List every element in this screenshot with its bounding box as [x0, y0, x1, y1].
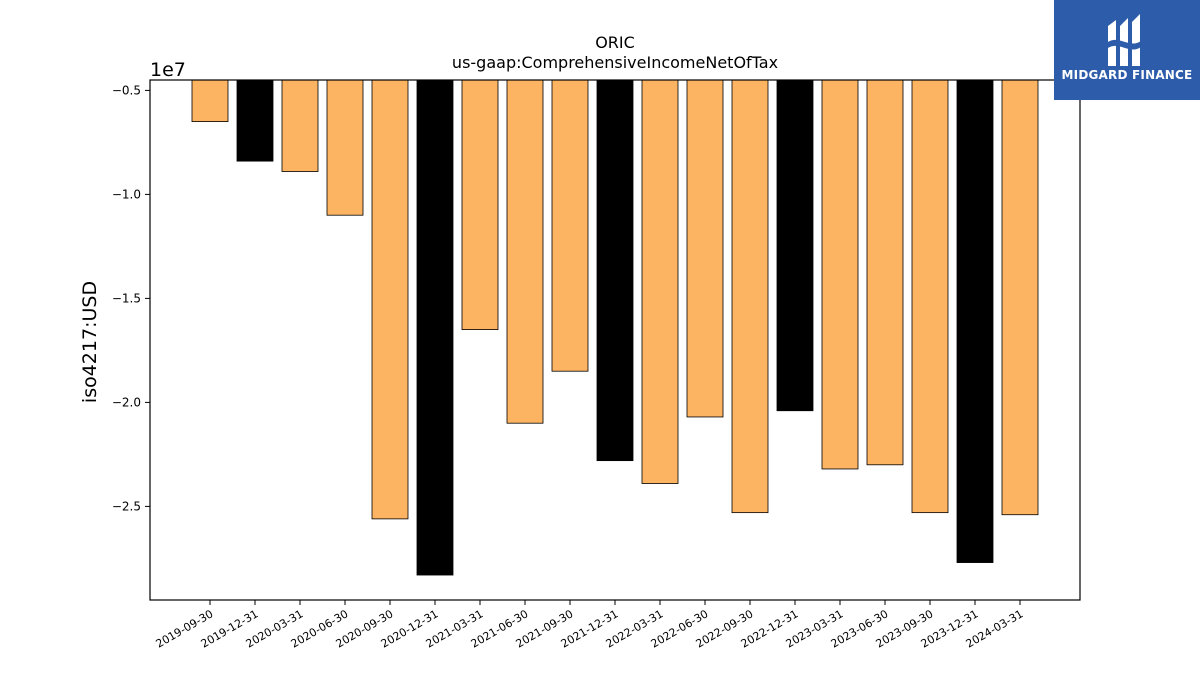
logo-text: MIDGARD FINANCE	[1061, 68, 1193, 82]
midgard-finance-logo: MIDGARD FINANCE	[1054, 0, 1200, 100]
bar-2023-09-30	[911, 79, 949, 514]
chart-title: ORIC	[595, 33, 635, 52]
bar-2021-12-31	[596, 79, 634, 462]
bar-2023-06-30	[866, 79, 904, 466]
chart-subtitle: us-gaap:ComprehensiveIncomeNetOfTax	[452, 53, 778, 72]
bar-2023-03-31	[821, 79, 859, 470]
bar-2021-03-31	[461, 79, 499, 331]
axis-offset-label: 1e7	[150, 59, 186, 81]
bar-2020-06-30	[326, 79, 364, 216]
bar-2022-03-31	[641, 79, 679, 484]
bar-2024-03-31	[1001, 79, 1039, 516]
bar-2019-12-31	[236, 79, 274, 162]
bars-group	[191, 79, 1039, 576]
bar-2020-09-30	[371, 79, 409, 520]
bar-2019-09-30	[191, 79, 229, 122]
y-tick-label: −0.5	[112, 83, 141, 97]
y-tick-label: −1.5	[112, 291, 141, 305]
bar-2022-12-31	[776, 79, 814, 412]
midgard-logo-icon	[1108, 14, 1144, 66]
y-axis-ticks: −0.5 −1.0 −1.5 −2.0 −2.5	[112, 83, 150, 513]
y-tick-label: −2.0	[112, 395, 141, 409]
plot-frame	[149, 79, 1081, 601]
x-axis-ticks: 2019-09-302019-12-312020-03-312020-06-30…	[154, 600, 1026, 651]
bar-2020-12-31	[416, 79, 454, 576]
bar-2020-03-31	[281, 79, 319, 172]
y-axis-label: iso4217:USD	[79, 281, 101, 403]
bar-2022-09-30	[731, 79, 769, 514]
y-tick-label: −1.0	[112, 187, 141, 201]
y-tick-label: −2.5	[112, 499, 141, 513]
bar-2022-06-30	[686, 79, 724, 418]
bar-2021-06-30	[506, 79, 544, 424]
bar-2021-09-30	[551, 79, 589, 372]
bar-2023-12-31	[956, 79, 994, 563]
